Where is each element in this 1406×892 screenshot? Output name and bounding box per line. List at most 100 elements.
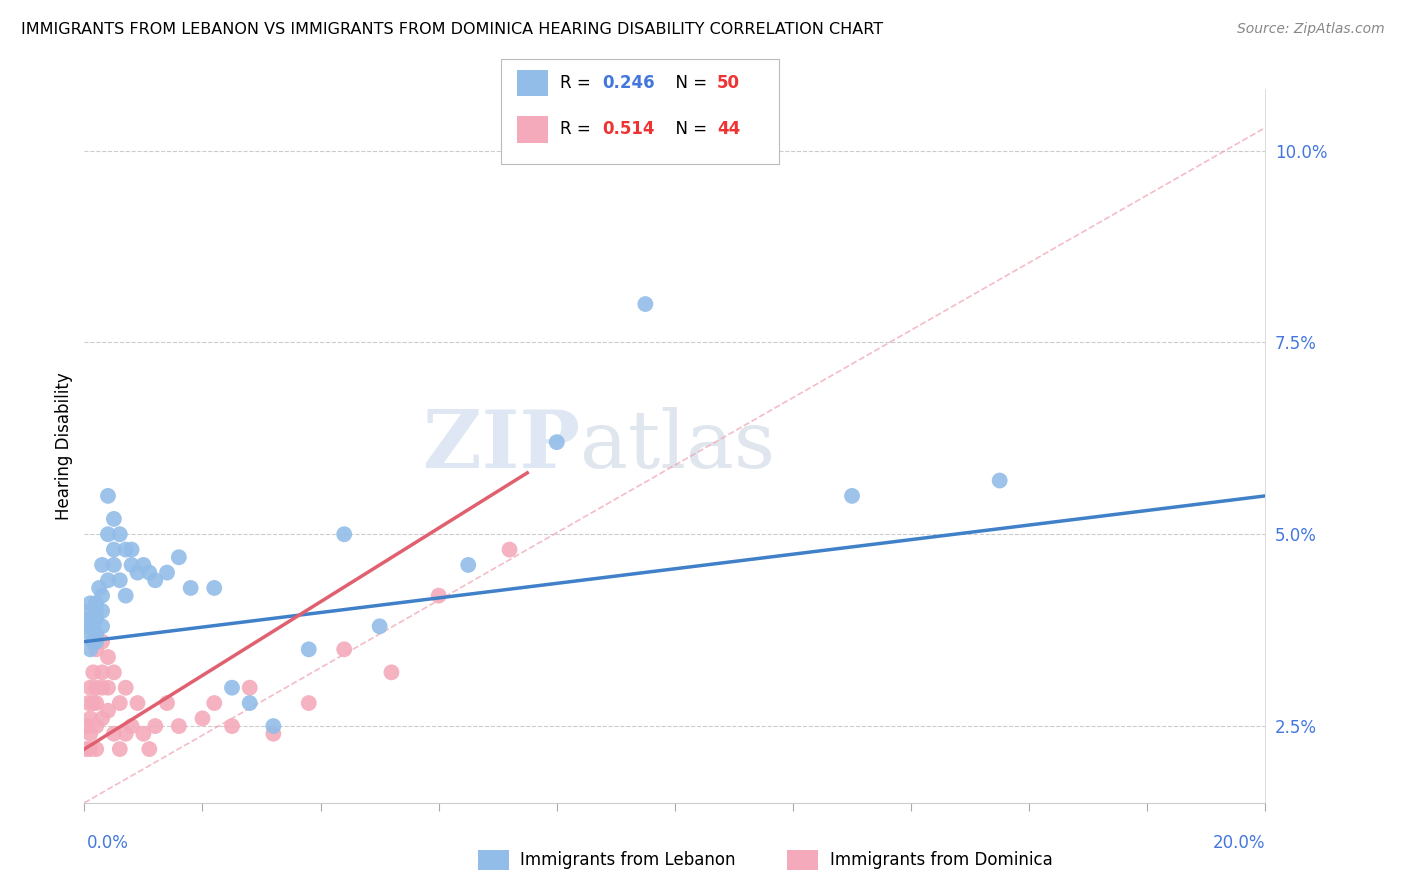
Point xyxy=(91,604,114,618)
Point xyxy=(97,704,120,718)
Point xyxy=(239,681,262,695)
Point xyxy=(143,574,166,588)
Y-axis label: Hearing Disability: Hearing Disability xyxy=(55,372,73,520)
Point xyxy=(84,634,107,648)
Point xyxy=(368,619,391,633)
Point xyxy=(97,681,120,695)
Point xyxy=(80,619,103,633)
Point xyxy=(79,627,101,641)
Point xyxy=(202,696,225,710)
Point xyxy=(114,727,136,741)
Point xyxy=(103,558,125,572)
Text: 20.0%: 20.0% xyxy=(1213,834,1265,852)
Point xyxy=(84,719,107,733)
Point xyxy=(103,727,125,741)
Point xyxy=(427,589,450,603)
Point xyxy=(79,711,101,725)
Point xyxy=(121,558,143,572)
Point xyxy=(202,581,225,595)
Text: Immigrants from Lebanon: Immigrants from Lebanon xyxy=(520,851,735,869)
Point xyxy=(91,665,114,680)
Point xyxy=(167,550,190,565)
Point xyxy=(156,566,179,580)
Point xyxy=(132,558,155,572)
Point xyxy=(988,474,1011,488)
Point xyxy=(82,619,104,633)
Point xyxy=(79,596,101,610)
Text: Immigrants from Dominica: Immigrants from Dominica xyxy=(830,851,1052,869)
Point xyxy=(457,558,479,572)
Point xyxy=(634,297,657,311)
Point xyxy=(143,719,166,733)
Point xyxy=(84,596,107,610)
Point xyxy=(77,696,100,710)
Text: Source: ZipAtlas.com: Source: ZipAtlas.com xyxy=(1237,22,1385,37)
Point xyxy=(103,542,125,557)
Point xyxy=(191,711,214,725)
Point xyxy=(79,612,101,626)
Point xyxy=(262,727,284,741)
Point xyxy=(262,719,284,733)
Point xyxy=(298,642,321,657)
Point xyxy=(333,642,356,657)
Point xyxy=(103,665,125,680)
Point xyxy=(108,527,131,541)
Point xyxy=(156,696,179,710)
Text: N =: N = xyxy=(665,74,713,92)
Point xyxy=(97,650,120,665)
Point xyxy=(298,696,321,710)
Text: 0.0%: 0.0% xyxy=(87,834,129,852)
Point xyxy=(114,681,136,695)
Point xyxy=(97,574,120,588)
Point xyxy=(91,681,114,695)
Point xyxy=(221,719,243,733)
Point xyxy=(546,435,568,450)
Point xyxy=(76,619,98,633)
Point xyxy=(87,581,111,595)
Point xyxy=(77,604,100,618)
Point xyxy=(114,542,136,557)
Text: 0.246: 0.246 xyxy=(602,74,654,92)
Point xyxy=(380,665,402,680)
Text: 50: 50 xyxy=(717,74,740,92)
Point xyxy=(180,581,202,595)
Point xyxy=(91,558,114,572)
Point xyxy=(84,604,107,618)
Point xyxy=(239,696,262,710)
Point xyxy=(91,711,114,725)
Point xyxy=(82,696,104,710)
Text: IMMIGRANTS FROM LEBANON VS IMMIGRANTS FROM DOMINICA HEARING DISABILITY CORRELATI: IMMIGRANTS FROM LEBANON VS IMMIGRANTS FR… xyxy=(21,22,883,37)
Point xyxy=(79,742,101,756)
Point xyxy=(138,742,160,756)
Text: N =: N = xyxy=(665,120,713,138)
Text: ZIP: ZIP xyxy=(423,407,581,485)
Point xyxy=(121,542,143,557)
Point xyxy=(97,489,120,503)
Text: atlas: atlas xyxy=(581,407,776,485)
Text: 44: 44 xyxy=(717,120,741,138)
Point xyxy=(498,542,520,557)
Point xyxy=(97,527,120,541)
Point xyxy=(841,489,863,503)
Point xyxy=(91,634,114,648)
Point xyxy=(82,665,104,680)
Point xyxy=(84,627,107,641)
Point xyxy=(138,566,160,580)
Point xyxy=(79,642,101,657)
Point xyxy=(127,696,149,710)
Point xyxy=(91,619,114,633)
Point xyxy=(114,589,136,603)
Point xyxy=(167,719,190,733)
Point xyxy=(84,612,107,626)
Text: R =: R = xyxy=(560,120,596,138)
Point xyxy=(221,681,243,695)
Point xyxy=(91,589,114,603)
Point xyxy=(75,742,97,756)
Point xyxy=(108,742,131,756)
Point xyxy=(76,719,98,733)
Point xyxy=(132,727,155,741)
Point xyxy=(108,696,131,710)
Point xyxy=(84,742,107,756)
Point xyxy=(79,681,101,695)
Point xyxy=(84,642,107,657)
